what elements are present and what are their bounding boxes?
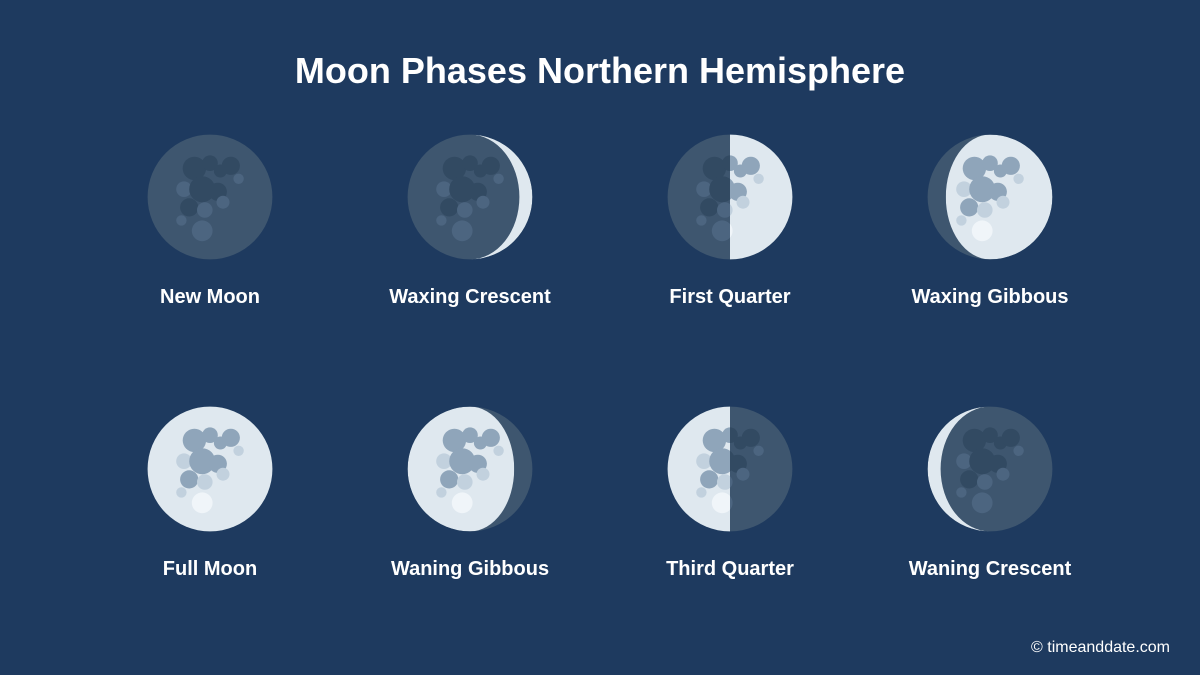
phase-label: Waning Gibbous xyxy=(391,558,549,581)
waning-crescent-icon xyxy=(925,404,1055,534)
phase-full-moon: Full Moon xyxy=(145,404,275,581)
phase-third-quarter: Third Quarter xyxy=(665,404,795,581)
page-title: Moon Phases Northern Hemisphere xyxy=(90,50,1110,92)
phase-first-quarter: First Quarter xyxy=(665,132,795,309)
full-moon-icon xyxy=(145,404,275,534)
phase-waxing-crescent: Waxing Crescent xyxy=(389,132,551,309)
third-quarter-icon xyxy=(665,404,795,534)
phase-label: Waxing Crescent xyxy=(389,286,551,309)
phase-label: Waning Crescent xyxy=(909,558,1072,581)
phases-grid: New Moon Waxing Crescent First Quarter W… xyxy=(90,132,1110,645)
credit-text: © timeanddate.com xyxy=(1031,639,1170,657)
phase-label: Full Moon xyxy=(163,558,257,581)
new-moon-icon xyxy=(145,132,275,262)
phase-waning-gibbous: Waning Gibbous xyxy=(391,404,549,581)
phase-label: New Moon xyxy=(160,286,260,309)
phase-new-moon: New Moon xyxy=(145,132,275,309)
phase-label: Waxing Gibbous xyxy=(911,286,1068,309)
infographic-container: Moon Phases Northern Hemisphere New Moon… xyxy=(0,0,1200,675)
waning-gibbous-icon xyxy=(405,404,535,534)
waxing-gibbous-icon xyxy=(925,132,1055,262)
first-quarter-icon xyxy=(665,132,795,262)
phase-waxing-gibbous: Waxing Gibbous xyxy=(911,132,1068,309)
phase-label: Third Quarter xyxy=(666,558,794,581)
phase-label: First Quarter xyxy=(669,286,790,309)
phase-waning-crescent: Waning Crescent xyxy=(909,404,1072,581)
waxing-crescent-icon xyxy=(405,132,535,262)
